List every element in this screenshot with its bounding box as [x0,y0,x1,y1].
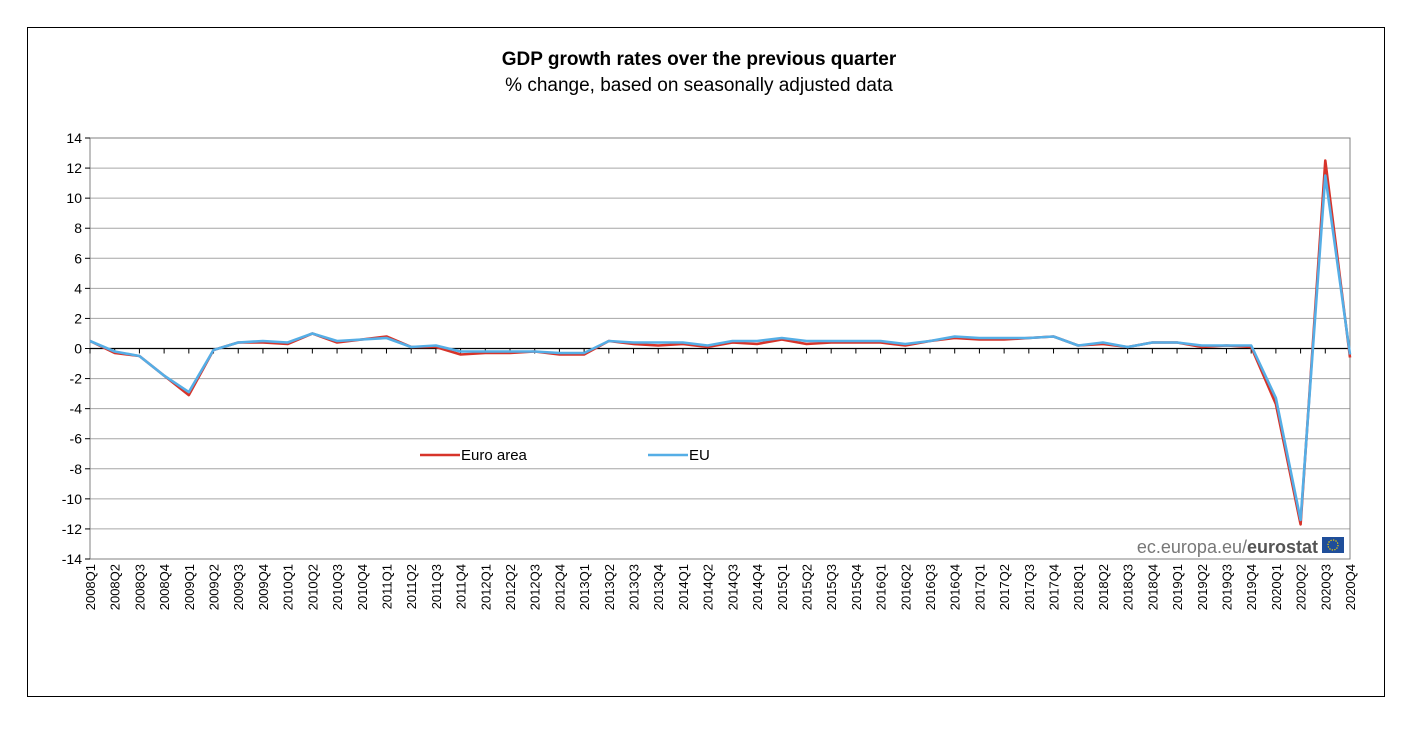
x-tick-label: 2018Q4 [1145,564,1160,610]
x-tick-label: 2018Q1 [1071,564,1086,610]
x-tick-label: 2013Q1 [577,564,592,610]
y-tick-label: 8 [74,220,82,236]
y-tick-label: 2 [74,310,82,326]
x-tick-label: 2008Q2 [108,564,123,610]
x-tick-label: 2010Q3 [330,564,345,610]
series-line-eu [89,174,1352,522]
x-tick-label: 2012Q4 [552,564,567,610]
x-tick-label: 2020Q2 [1294,564,1309,610]
y-tick-label: -4 [70,401,83,417]
eurostat-branding: ec.europa.eu/eurostat [1137,537,1344,557]
chart-subtitle: % change, based on seasonally adjusted d… [505,75,893,96]
legend-label: EU [689,447,710,464]
x-tick-label: 2019Q3 [1219,564,1234,610]
x-tick-label: 2011Q1 [379,564,394,609]
x-tick-label: 2013Q2 [602,564,617,610]
series-lines [89,159,1352,526]
x-tick-label: 2009Q4 [256,564,271,610]
x-tick-label: 2019Q1 [1170,564,1185,610]
chart-frame: GDP growth rates over the previous quart… [27,27,1385,697]
x-tick-label: 2010Q4 [355,564,370,610]
x-tick-label: 2015Q3 [824,564,839,610]
x-tick-label: 2018Q3 [1121,564,1136,610]
x-tick-label: 2012Q3 [528,564,543,610]
x-tick-label: 2014Q1 [676,564,691,610]
y-tick-label: -8 [70,461,83,477]
legend-label: Euro area [461,447,528,464]
x-axis: 2008Q1 2008Q2 2008Q3 2008Q4 2009Q1 2009Q2 2009… [83,347,1358,610]
x-tick-label: 2014Q4 [750,564,765,610]
x-tick-label: 2015Q2 [799,564,814,610]
x-tick-label: 2011Q3 [429,564,444,609]
x-tick-label: 2020Q3 [1318,564,1333,610]
y-axis: 14 12 10 8 6 4 2 0 -2 -4 -6 -8 -10 -12 -14 [62,130,90,567]
y-tick-label: 4 [74,280,82,296]
y-tick-label: 14 [66,130,82,146]
y-tick-label: 0 [74,341,82,357]
line-chart: GDP growth rates over the previous quart… [62,49,1358,610]
x-tick-label: 2012Q2 [503,564,518,610]
x-tick-label: 2014Q2 [701,564,716,610]
y-tick-label: 10 [66,190,82,206]
eu-flag-stars-icon [1327,539,1339,551]
x-tick-label: 2017Q4 [1047,564,1062,610]
y-tick-label: -10 [62,491,82,507]
brand-prefix: ec.europa.eu/ [1137,537,1247,557]
x-tick-label: 2017Q3 [1022,564,1037,610]
x-tick-label: 2017Q1 [972,564,987,610]
x-tick-label: 2009Q2 [207,564,222,610]
chart-title: GDP growth rates over the previous quart… [502,49,897,70]
svg-text:ec.europa.eu/eurostat: ec.europa.eu/eurostat [1137,537,1318,557]
x-tick-label: 2011Q2 [404,564,419,609]
x-tick-label: 2016Q4 [948,564,963,610]
x-tick-label: 2016Q2 [898,564,913,610]
x-tick-label: 2008Q1 [83,564,98,610]
x-tick-label: 2016Q1 [874,564,889,610]
x-tick-label: 2013Q3 [627,564,642,610]
x-tick-label: 2008Q4 [157,564,172,610]
y-tick-label: 6 [74,250,82,266]
x-tick-label: 2011Q4 [454,564,469,609]
x-tick-label: 2013Q4 [651,564,666,610]
x-tick-label: 2019Q4 [1244,564,1259,610]
x-tick-label: 2010Q2 [305,564,320,610]
y-tick-label: -12 [62,521,82,537]
y-tick-label: -2 [70,371,83,387]
eu-flag-icon [1322,537,1344,553]
x-tick-label: 2017Q2 [997,564,1012,610]
x-tick-label: 2016Q3 [923,564,938,610]
x-tick-label: 2020Q1 [1269,564,1284,610]
x-tick-label: 2019Q2 [1195,564,1210,610]
y-tick-label: 12 [66,160,82,176]
x-tick-label: 2015Q4 [849,564,864,610]
x-tick-label: 2018Q2 [1096,564,1111,610]
x-tick-label: 2008Q3 [132,564,147,610]
legend: Euro area EU [420,447,710,464]
x-tick-label: 2015Q1 [775,564,790,610]
y-tick-label: -14 [62,551,82,567]
y-tick-label: -6 [70,431,83,447]
brand-name: eurostat [1247,537,1318,557]
gridlines [90,137,1350,560]
x-tick-label: 2010Q1 [281,564,296,610]
x-tick-label: 2014Q3 [725,564,740,610]
x-tick-label: 2009Q1 [182,564,197,610]
x-tick-label: 2020Q4 [1343,564,1358,610]
x-tick-label: 2012Q1 [478,564,493,610]
x-tick-label: 2009Q3 [231,564,246,610]
